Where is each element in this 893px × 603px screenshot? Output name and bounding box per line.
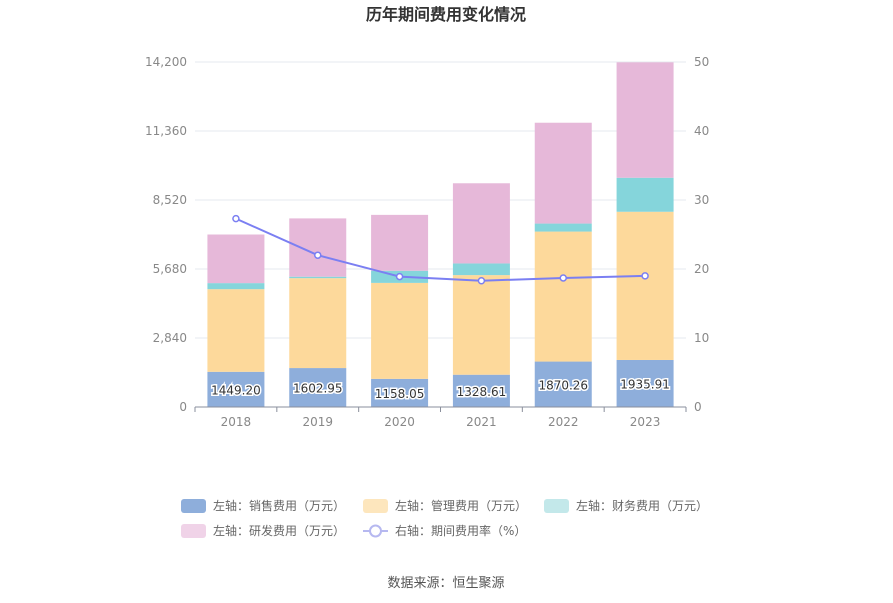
rate-point xyxy=(477,276,486,285)
x-tick-label: 2019 xyxy=(302,415,333,429)
legend-label: 左轴：财务费用（万元） xyxy=(576,498,708,513)
bar-segment xyxy=(452,374,510,407)
y-right-tick-label: 50 xyxy=(694,55,709,69)
source-note: 数据来源：恒生聚源 xyxy=(387,576,504,591)
rate-point xyxy=(232,214,240,223)
chart-title: 历年期间费用变化情况 xyxy=(366,5,526,24)
bar-data-label: 1935.91 xyxy=(620,377,670,391)
legend-label: 右轴：期间费用率（%） xyxy=(395,523,526,538)
bar-segment xyxy=(616,211,674,360)
legend-marker xyxy=(369,524,382,538)
y-right-tick-label: 30 xyxy=(694,193,709,207)
bar-segment xyxy=(289,278,347,369)
rate-point xyxy=(641,272,649,280)
rate-point xyxy=(395,272,404,281)
bar-segment xyxy=(534,223,592,232)
bar-segment xyxy=(452,263,510,276)
bar-segment xyxy=(207,283,265,290)
legend-label: 左轴：研发费用（万元） xyxy=(213,523,345,538)
y-left-tick-label: 2,840 xyxy=(153,331,187,345)
bar-segment xyxy=(534,361,592,407)
bar-segment xyxy=(207,371,265,407)
x-tick-label: 2018 xyxy=(221,415,252,429)
y-right-tick-label: 20 xyxy=(694,262,709,276)
y-left-tick-label: 14,200 xyxy=(145,55,187,69)
bar-segment xyxy=(616,359,674,407)
bar-segment xyxy=(534,122,592,224)
legend-swatch xyxy=(363,499,388,513)
y-left-tick-label: 11,360 xyxy=(145,124,187,138)
bar-segment xyxy=(534,231,592,362)
bar-data-label: 1870.26 xyxy=(538,378,588,392)
x-tick-label: 2022 xyxy=(548,415,579,429)
bar-segment xyxy=(289,218,347,277)
y-right-tick-label: 40 xyxy=(694,124,709,138)
legend-label: 左轴：管理费用（万元） xyxy=(395,498,527,513)
bar-segment xyxy=(452,275,510,375)
legend-swatch xyxy=(181,499,206,513)
bars: 1449.20 1602.95 1158.05 1328.61 1870.26 1935.… xyxy=(207,62,674,407)
legend-swatch xyxy=(544,499,569,513)
legend: 左轴：销售费用（万元） 左轴：管理费用（万元） 左轴：财务费用（万元） 左轴：研发费用… xyxy=(181,498,708,538)
rate-point xyxy=(559,274,567,282)
bar-segment xyxy=(289,276,347,279)
bar-segment xyxy=(452,183,510,264)
grid-lines xyxy=(195,61,686,339)
y-right-tick-label: 0 xyxy=(694,400,702,414)
x-tick-label: 2020 xyxy=(384,415,415,429)
bar-segment xyxy=(371,214,429,271)
axes: 0 2,840 5,680 8,520 11,360 14,200 0 10 20 30 40 50 2… xyxy=(145,55,709,429)
x-tick-label: 2021 xyxy=(466,415,497,429)
rate-line xyxy=(232,214,649,285)
y-left-tick-label: 5,680 xyxy=(153,262,187,276)
bar-segment xyxy=(616,177,674,212)
bar-data-label: 1328.61 xyxy=(457,385,507,399)
bar-segment xyxy=(207,234,265,284)
legend-swatch xyxy=(181,524,206,538)
bar-data-label: 1602.95 xyxy=(293,382,343,396)
x-tick-label: 2023 xyxy=(630,415,661,429)
bar-segment xyxy=(371,282,429,379)
bar-segment xyxy=(616,62,674,178)
bar-segment xyxy=(289,368,347,407)
legend-label: 左轴：销售费用（万元） xyxy=(213,498,345,513)
bar-segment xyxy=(207,289,265,372)
bar-segment xyxy=(371,378,429,407)
y-left-tick-label: 8,520 xyxy=(153,193,187,207)
rate-point xyxy=(314,251,322,259)
y-right-tick-label: 10 xyxy=(694,331,709,345)
rate-polyline xyxy=(235,217,646,282)
bar-data-label: 1158.05 xyxy=(375,387,425,401)
bar-data-label: 1449.20 xyxy=(211,383,261,397)
y-left-tick-label: 0 xyxy=(179,400,187,414)
